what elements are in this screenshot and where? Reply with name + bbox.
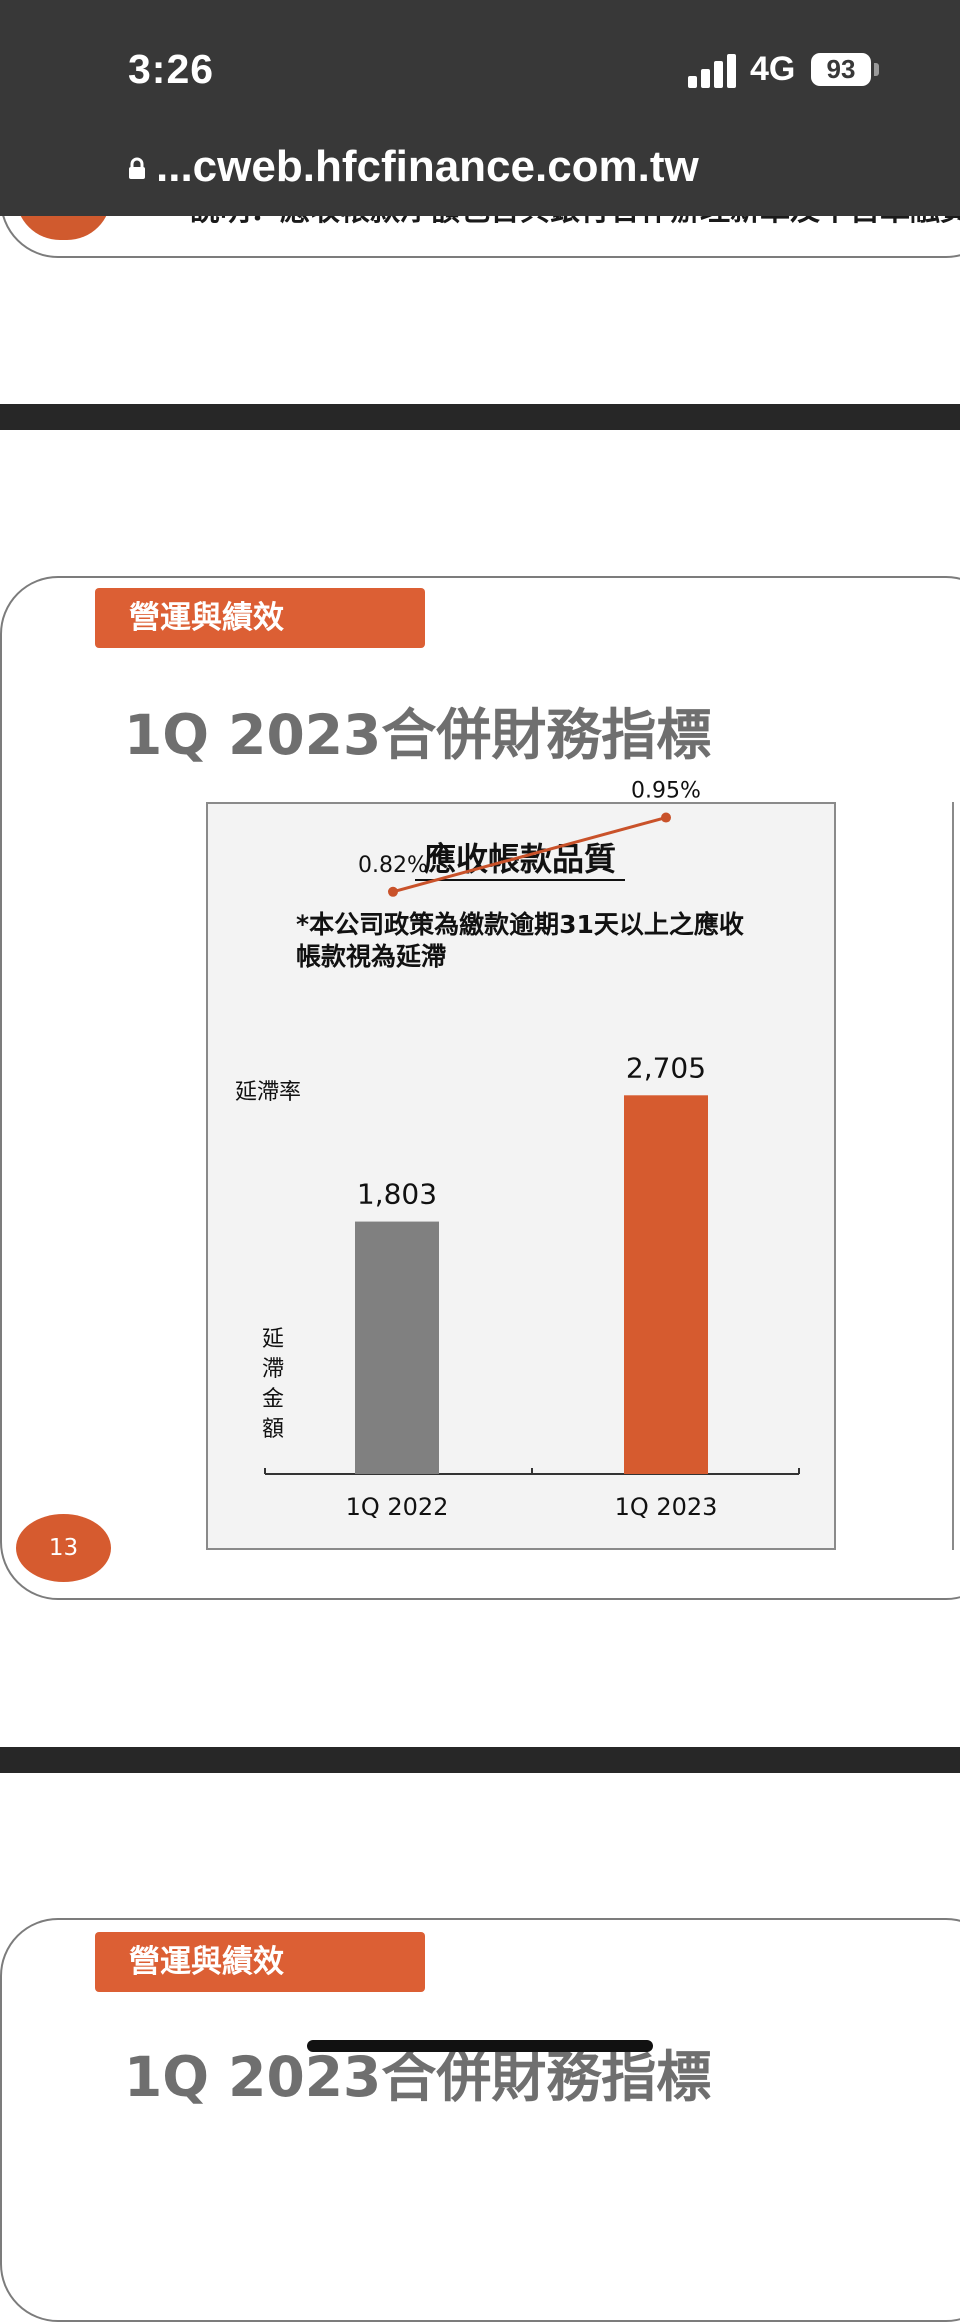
bar-axis-label-char: 額 [262,1417,284,1442]
network-type: 4G [750,50,796,88]
line-value-label: 0.95% [631,779,701,804]
line-value-label: 0.82% [358,853,428,878]
page-number-badge: 13 [16,1514,111,1582]
next-panel-edge [952,802,960,1550]
lock-icon [129,157,145,179]
home-indicator[interactable] [307,2040,653,2052]
slide-title: 1Q 2023合併財務指標 [124,703,712,767]
x-tick-label: 1Q 2022 [346,1493,449,1521]
delinquency-rate-point [388,886,398,897]
bar-2 [624,1095,708,1474]
status-bar: 3:26 4G 93 ...cweb.hfcfinance.com.tw [0,0,960,216]
clock: 3:26 [128,46,215,92]
x-tick-label: 1Q 2023 [615,1493,718,1521]
chart-title: 應收帳款品質 [424,840,616,878]
bar-value-label: 1,803 [357,1178,437,1211]
bar-axis-label-char: 延 [262,1327,284,1352]
bar-value-label: 2,705 [626,1051,706,1084]
bar-axis-label-char: 金 [262,1387,284,1412]
line-series-label: 延滯率 [235,1080,301,1105]
bar-axis-label-char: 滯 [262,1357,284,1382]
bar-1 [355,1221,439,1474]
chart-note-line2: 帳款視為延滯 [296,942,446,971]
battery-tip-icon [874,63,879,76]
slide-separator [0,404,960,430]
next-section-tag: 營運與績效 [95,1932,425,1992]
delinquency-rate-point [661,812,671,823]
signal-bars-icon [688,54,738,88]
address-bar-url[interactable]: ...cweb.hfcfinance.com.tw [156,142,699,191]
chart-note-line1: *本公司政策為繳款逾期31天以上之應收 [296,910,744,939]
delinquency-rate-line [392,816,667,894]
battery-icon: 93 [811,53,871,86]
chart-panel [206,802,836,1550]
slide-separator-2 [0,1747,960,1773]
section-tag: 營運與績效 [95,588,425,648]
